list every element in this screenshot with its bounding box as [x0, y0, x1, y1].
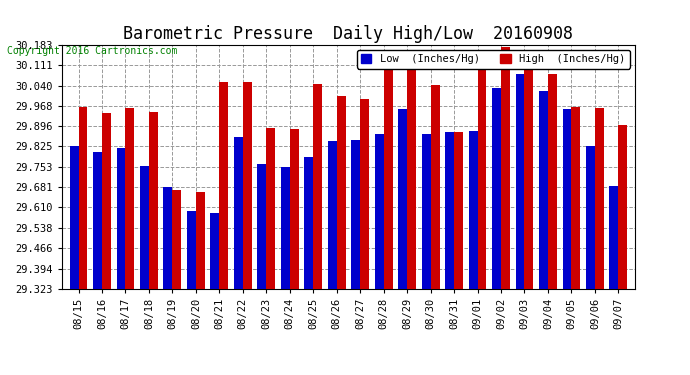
Bar: [219, 82, 228, 289]
Bar: [407, 69, 416, 289]
Bar: [328, 141, 337, 289]
Bar: [126, 108, 135, 289]
Bar: [140, 166, 149, 289]
Bar: [501, 47, 510, 289]
Bar: [164, 187, 172, 289]
Bar: [454, 132, 463, 289]
Title: Barometric Pressure  Daily High/Low  20160908: Barometric Pressure Daily High/Low 20160…: [124, 26, 573, 44]
Bar: [257, 164, 266, 289]
Bar: [337, 96, 346, 289]
Bar: [375, 134, 384, 289]
Bar: [492, 88, 501, 289]
Bar: [234, 137, 243, 289]
Bar: [313, 84, 322, 289]
Bar: [210, 213, 219, 289]
Bar: [571, 107, 580, 289]
Bar: [548, 74, 557, 289]
Bar: [618, 125, 627, 289]
Bar: [102, 113, 111, 289]
Bar: [431, 85, 440, 289]
Bar: [172, 190, 181, 289]
Bar: [79, 107, 88, 289]
Legend: Low  (Inches/Hg), High  (Inches/Hg): Low (Inches/Hg), High (Inches/Hg): [357, 50, 629, 69]
Bar: [351, 140, 360, 289]
Bar: [562, 110, 571, 289]
Bar: [539, 91, 548, 289]
Bar: [149, 112, 158, 289]
Bar: [93, 152, 102, 289]
Bar: [469, 132, 477, 289]
Bar: [117, 148, 126, 289]
Bar: [595, 108, 604, 289]
Bar: [243, 82, 252, 289]
Bar: [586, 146, 595, 289]
Bar: [477, 52, 486, 289]
Bar: [445, 132, 454, 289]
Bar: [422, 134, 431, 289]
Bar: [384, 61, 393, 289]
Bar: [304, 157, 313, 289]
Bar: [266, 128, 275, 289]
Bar: [398, 109, 407, 289]
Bar: [290, 129, 299, 289]
Bar: [524, 64, 533, 289]
Bar: [515, 74, 524, 289]
Bar: [360, 99, 369, 289]
Bar: [70, 146, 79, 289]
Text: Copyright 2016 Cartronics.com: Copyright 2016 Cartronics.com: [7, 46, 177, 56]
Bar: [609, 186, 618, 289]
Bar: [281, 167, 290, 289]
Bar: [196, 192, 205, 289]
Bar: [187, 211, 196, 289]
